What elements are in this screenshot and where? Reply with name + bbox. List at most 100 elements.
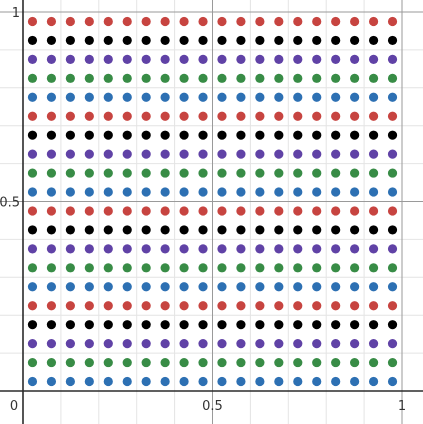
data-point (179, 168, 188, 177)
data-point (255, 17, 264, 26)
data-point (331, 187, 340, 196)
data-point (331, 339, 340, 348)
data-point (255, 36, 264, 45)
data-point (350, 301, 359, 310)
data-point (369, 206, 378, 215)
data-point (255, 93, 264, 102)
data-point (66, 17, 75, 26)
data-point (217, 206, 226, 215)
data-point (85, 187, 94, 196)
y-tick-label: 0.5 (0, 196, 20, 211)
data-point (104, 320, 113, 329)
data-point (85, 301, 94, 310)
data-point (66, 36, 75, 45)
data-point (217, 112, 226, 121)
data-point (331, 244, 340, 253)
data-point (369, 150, 378, 159)
data-point (179, 36, 188, 45)
data-point (179, 187, 188, 196)
data-point (293, 112, 302, 121)
data-point (331, 301, 340, 310)
data-point (198, 244, 207, 253)
data-point (179, 55, 188, 64)
data-point (274, 244, 283, 253)
data-point (179, 93, 188, 102)
data-point (217, 282, 226, 291)
data-point (198, 377, 207, 386)
data-point (66, 377, 75, 386)
data-point (198, 282, 207, 291)
data-point (28, 320, 37, 329)
data-point (255, 112, 264, 121)
data-point (28, 244, 37, 253)
data-point (350, 225, 359, 234)
data-point (312, 112, 321, 121)
data-point (198, 301, 207, 310)
data-point (312, 244, 321, 253)
data-point (123, 36, 132, 45)
data-point (123, 358, 132, 367)
data-point (369, 36, 378, 45)
data-point (217, 339, 226, 348)
data-point (217, 93, 226, 102)
data-point (123, 225, 132, 234)
data-point (66, 150, 75, 159)
data-point (312, 377, 321, 386)
data-point (312, 55, 321, 64)
data-point (179, 150, 188, 159)
data-point (47, 339, 56, 348)
data-point (369, 93, 378, 102)
data-point (255, 131, 264, 140)
data-point (198, 263, 207, 272)
data-point (161, 17, 170, 26)
data-point (85, 17, 94, 26)
data-point (369, 187, 378, 196)
data-point (142, 17, 151, 26)
data-point (161, 377, 170, 386)
data-point (47, 244, 56, 253)
data-point (255, 358, 264, 367)
data-point (369, 168, 378, 177)
data-point (104, 168, 113, 177)
data-point (350, 244, 359, 253)
data-point (179, 17, 188, 26)
data-point (274, 263, 283, 272)
data-point (66, 55, 75, 64)
data-point (28, 36, 37, 45)
data-point (217, 74, 226, 83)
data-point (47, 112, 56, 121)
data-point (198, 112, 207, 121)
data-point (66, 131, 75, 140)
data-point (104, 282, 113, 291)
data-point (274, 358, 283, 367)
data-point (142, 339, 151, 348)
data-point (236, 206, 245, 215)
data-point (369, 358, 378, 367)
data-point (217, 377, 226, 386)
data-point (293, 339, 302, 348)
data-point (161, 339, 170, 348)
x-tick-label: 0.5 (202, 399, 223, 414)
data-point (28, 263, 37, 272)
data-point (236, 36, 245, 45)
data-point (255, 263, 264, 272)
data-point (217, 17, 226, 26)
data-point (66, 206, 75, 215)
data-point (28, 377, 37, 386)
data-point (331, 74, 340, 83)
data-point (274, 301, 283, 310)
data-point (369, 263, 378, 272)
data-point (217, 225, 226, 234)
data-point (104, 187, 113, 196)
data-point (255, 206, 264, 215)
data-point (350, 17, 359, 26)
data-point (388, 36, 397, 45)
data-point (350, 263, 359, 272)
data-point (47, 17, 56, 26)
data-point (350, 320, 359, 329)
data-point (255, 377, 264, 386)
data-point (388, 131, 397, 140)
data-point (142, 55, 151, 64)
data-point (198, 225, 207, 234)
data-point (198, 36, 207, 45)
